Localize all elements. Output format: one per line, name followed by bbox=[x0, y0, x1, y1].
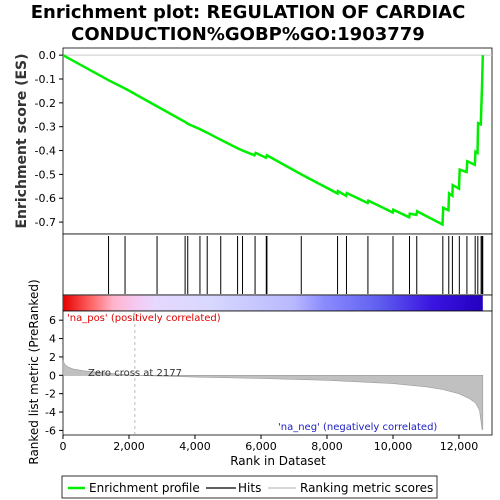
es-panel-frame bbox=[62, 47, 493, 235]
rank-ytick-label: -6 bbox=[45, 424, 56, 437]
es-ytick-label: -0.4 bbox=[35, 145, 56, 158]
es-ytick-label: 0.0 bbox=[39, 49, 57, 62]
pos-correlated-label: 'na_pos' (positively correlated) bbox=[67, 313, 221, 324]
xtick-label: 12,000 bbox=[440, 440, 479, 453]
legend-box bbox=[61, 475, 438, 499]
rank-ytick-label: -4 bbox=[45, 406, 56, 419]
xtick-label: 0 bbox=[60, 440, 67, 453]
ranking-metric-area bbox=[62, 360, 484, 430]
es-y-ticks: 0.0 -0.1 -0.2 -0.3 -0.4 -0.5 -0.6 -0.7 bbox=[35, 49, 63, 229]
rank-y-ticks: 6 4 2 0 -2 -4 -6 bbox=[45, 314, 63, 437]
rank-ytick-label: 0 bbox=[49, 369, 56, 382]
neg-correlated-label: 'na_neg' (negatively correlated) bbox=[278, 422, 437, 433]
xtick-label: 4,000 bbox=[179, 440, 211, 453]
xtick-label: 6,000 bbox=[245, 440, 277, 453]
xtick-label: 10,000 bbox=[374, 440, 413, 453]
hits-panel-frame bbox=[62, 233, 493, 296]
rank-x-ticks: 0 2,000 4,000 6,000 8,000 10,000 12,000 bbox=[60, 435, 479, 453]
es-ytick-label: -0.3 bbox=[35, 121, 56, 134]
legend-metric-label: Ranking metric scores bbox=[300, 481, 433, 495]
es-ytick-label: -0.7 bbox=[35, 216, 56, 229]
es-ytick-label: -0.6 bbox=[35, 192, 56, 205]
rank-ytick-label: 2 bbox=[49, 351, 56, 364]
es-ytick-label: -0.5 bbox=[35, 168, 56, 181]
rank-y-axis-label: Ranked list metric (PreRanked) bbox=[27, 279, 41, 464]
enrichment-profile-line bbox=[62, 54, 485, 227]
xtick-label: 2,000 bbox=[113, 440, 145, 453]
rank-ytick-label: 6 bbox=[49, 314, 56, 327]
hits-lines bbox=[108, 236, 484, 294]
legend-hits-label: Hits bbox=[238, 481, 261, 495]
zero-cross-label: Zero cross at 2177 bbox=[88, 368, 182, 379]
xtick-label: 8,000 bbox=[311, 440, 343, 453]
rank-x-axis-label: Rank in Dataset bbox=[230, 454, 326, 468]
es-ytick-label: -0.1 bbox=[35, 73, 56, 86]
es-y-axis-label: Enrichment score (ES) bbox=[14, 53, 30, 228]
rank-ytick-label: -2 bbox=[45, 388, 56, 401]
rank-ytick-label: 4 bbox=[49, 333, 56, 346]
ranking-heatmap-bar bbox=[63, 295, 483, 311]
legend-profile-label: Enrichment profile bbox=[89, 481, 200, 495]
chart-title-line1: Enrichment plot: REGULATION OF CARDIAC bbox=[31, 2, 466, 23]
chart-title-line2: CONDUCTION%GOBP%GO:1903779 bbox=[71, 24, 425, 45]
es-ytick-label: -0.2 bbox=[35, 97, 56, 110]
